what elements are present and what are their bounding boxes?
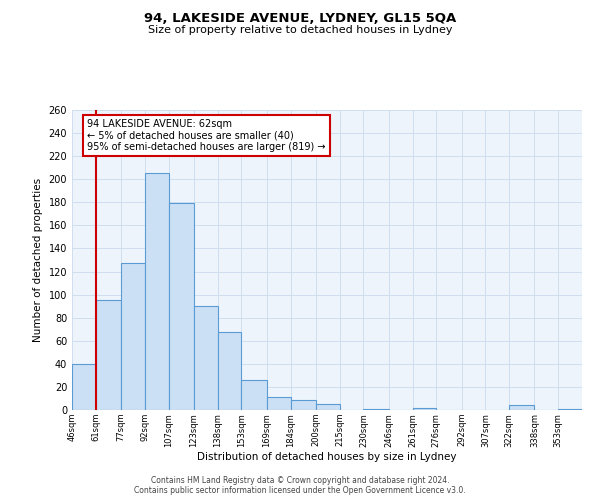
Text: 94, LAKESIDE AVENUE, LYDNEY, GL15 5QA: 94, LAKESIDE AVENUE, LYDNEY, GL15 5QA [144, 12, 456, 26]
Text: Contains HM Land Registry data © Crown copyright and database right 2024.: Contains HM Land Registry data © Crown c… [151, 476, 449, 485]
Bar [290, 400, 316, 410]
Bar [145, 174, 169, 410]
X-axis label: Distribution of detached houses by size in Lydney: Distribution of detached houses by size … [197, 452, 457, 462]
Bar [194, 306, 218, 410]
Bar [558, 409, 582, 410]
Bar [121, 264, 145, 410]
Bar [218, 332, 241, 410]
Text: Size of property relative to detached houses in Lydney: Size of property relative to detached ho… [148, 25, 452, 35]
Bar [364, 409, 389, 410]
Y-axis label: Number of detached properties: Number of detached properties [33, 178, 43, 342]
Bar [169, 204, 194, 410]
Bar [413, 408, 436, 410]
Text: Contains public sector information licensed under the Open Government Licence v3: Contains public sector information licen… [134, 486, 466, 495]
Bar [72, 364, 96, 410]
Bar [316, 404, 340, 410]
Bar [267, 398, 290, 410]
Bar [96, 300, 121, 410]
Bar [241, 380, 267, 410]
Bar [509, 406, 535, 410]
Text: 94 LAKESIDE AVENUE: 62sqm
← 5% of detached houses are smaller (40)
95% of semi-d: 94 LAKESIDE AVENUE: 62sqm ← 5% of detach… [88, 119, 326, 152]
